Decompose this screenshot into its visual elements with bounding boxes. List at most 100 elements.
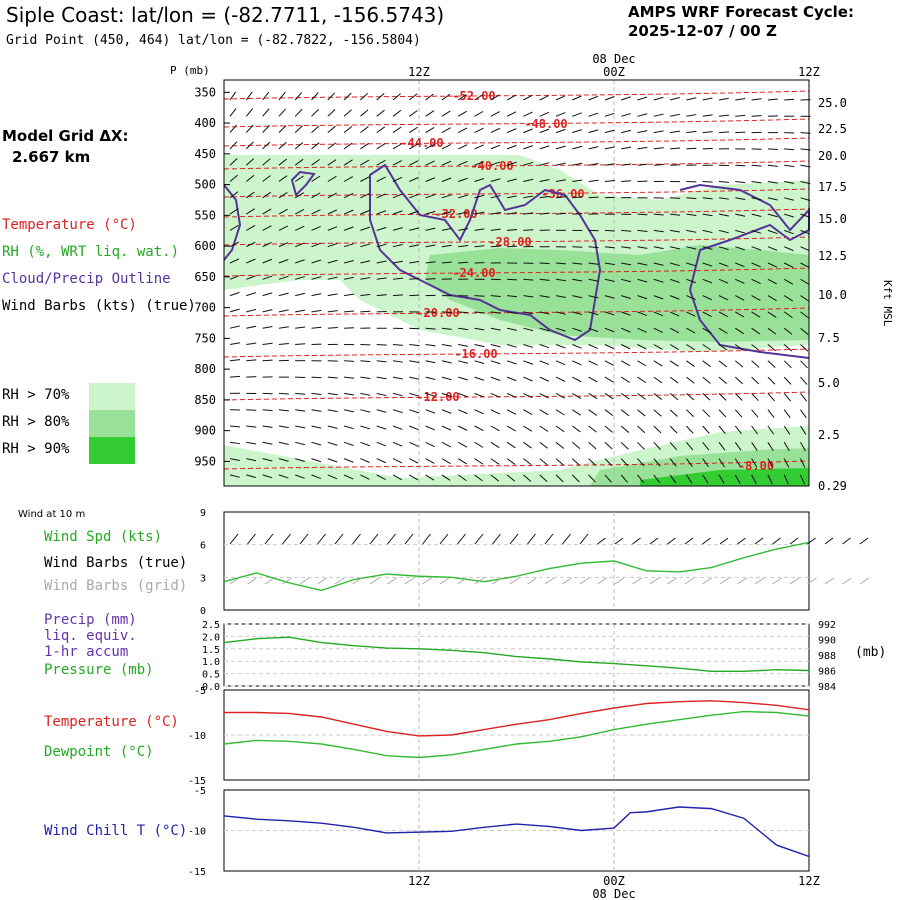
wind-barb bbox=[294, 175, 304, 182]
wind-barb bbox=[294, 225, 305, 231]
wind-barb bbox=[490, 228, 501, 231]
wind-barb bbox=[620, 474, 629, 483]
wind-barb-grid bbox=[474, 577, 485, 585]
wind-barb bbox=[311, 209, 321, 215]
wind-barb bbox=[392, 344, 404, 346]
wind-barb bbox=[441, 261, 452, 264]
wind-barb bbox=[686, 311, 696, 317]
wind-barb bbox=[441, 244, 452, 248]
wind-barb-grid bbox=[387, 577, 397, 585]
wind-barb bbox=[621, 262, 632, 266]
wind-barb bbox=[718, 131, 730, 134]
wind-barb bbox=[637, 246, 648, 249]
wind-barb bbox=[262, 474, 273, 479]
pressure-tick-label: 990 bbox=[818, 636, 836, 647]
wind-barb bbox=[523, 376, 533, 382]
wind-barb bbox=[245, 141, 254, 150]
wind-tick-label: 3 bbox=[200, 573, 206, 584]
wind-barb bbox=[246, 191, 255, 199]
wind-barb bbox=[311, 409, 322, 412]
wind-barb bbox=[637, 130, 648, 134]
wind-barb bbox=[702, 213, 713, 217]
wind-barb bbox=[490, 94, 500, 101]
isotherm-line bbox=[223, 348, 810, 358]
wind-barb bbox=[344, 376, 355, 379]
wind-barb bbox=[620, 441, 629, 450]
wind-barb bbox=[539, 145, 550, 150]
wind-barb bbox=[669, 376, 679, 384]
wind-barb bbox=[246, 425, 257, 428]
wind-barb-true bbox=[492, 533, 501, 545]
height-tick-label: 15.0 bbox=[818, 212, 847, 226]
wind-barb bbox=[278, 175, 288, 182]
wind-barb bbox=[229, 158, 238, 166]
wind-barb bbox=[653, 295, 664, 300]
wind-barb bbox=[441, 327, 452, 330]
wind-barb bbox=[229, 325, 240, 329]
wind-barb bbox=[572, 360, 582, 366]
wind-barb bbox=[523, 425, 533, 432]
wind-barb bbox=[702, 327, 712, 334]
wind-barb bbox=[409, 392, 420, 397]
wind-barb-grid bbox=[282, 577, 292, 585]
wind-barb bbox=[702, 114, 713, 117]
wind-barb bbox=[507, 228, 518, 231]
wind-barb-true bbox=[772, 537, 781, 545]
wind-barb bbox=[229, 375, 241, 378]
wind-barb bbox=[474, 311, 485, 314]
precip-tick-label: 0.0 bbox=[202, 682, 220, 693]
wind-barb bbox=[376, 458, 387, 464]
wind-barb bbox=[409, 327, 420, 330]
wind-barb bbox=[621, 229, 632, 232]
wind-barb bbox=[474, 327, 485, 331]
wind-barb bbox=[800, 344, 809, 352]
wind-barb bbox=[718, 278, 729, 284]
wind-barb bbox=[409, 409, 419, 414]
wind-barb bbox=[474, 360, 485, 364]
wind-barb bbox=[604, 409, 614, 417]
wind-barb bbox=[311, 392, 322, 396]
wind-barb bbox=[441, 409, 452, 414]
wind-barb bbox=[751, 327, 761, 335]
wind-barb bbox=[653, 147, 664, 150]
wind-barb bbox=[539, 425, 549, 432]
wind-barb bbox=[735, 311, 745, 318]
wind-barb bbox=[686, 114, 697, 117]
wind-barb bbox=[229, 441, 240, 445]
wind-barb bbox=[278, 125, 287, 133]
wind-barb bbox=[506, 360, 517, 365]
wind-barb bbox=[458, 228, 469, 231]
wind-barb bbox=[669, 474, 677, 484]
wind-barb bbox=[555, 409, 565, 416]
wind-barb bbox=[604, 376, 614, 383]
wind-barb bbox=[458, 409, 468, 415]
wind-barb bbox=[327, 327, 338, 329]
isotherm-line bbox=[223, 391, 810, 401]
wind-barb bbox=[278, 108, 287, 117]
wind-barb bbox=[571, 458, 581, 466]
wind-barb bbox=[686, 344, 696, 351]
legend-liq-equiv: liq. equiv. bbox=[44, 628, 137, 644]
wind-barb-grid bbox=[562, 577, 572, 585]
wind-barb bbox=[425, 110, 435, 117]
wind-barb bbox=[278, 292, 289, 297]
wind-barb bbox=[360, 474, 370, 480]
wind-barb bbox=[718, 474, 725, 484]
wind-barb bbox=[409, 227, 420, 231]
forecast-cycle-label: AMPS WRF Forecast Cycle: bbox=[628, 3, 854, 21]
wind-barb bbox=[539, 311, 550, 315]
wind-barb bbox=[539, 409, 549, 416]
wind-barb bbox=[311, 92, 319, 101]
wind-barb bbox=[474, 344, 485, 348]
wind-barb bbox=[669, 311, 680, 317]
wind-barb bbox=[621, 311, 631, 316]
wind-barb bbox=[295, 309, 306, 313]
wind-barb bbox=[474, 228, 485, 231]
wind-barb bbox=[278, 91, 286, 101]
wind-barb bbox=[572, 425, 581, 433]
wind-barb bbox=[229, 91, 237, 101]
isotherm-label: -12.00 bbox=[416, 390, 459, 404]
wind-barb bbox=[343, 92, 352, 101]
wind-barb bbox=[229, 275, 240, 280]
bottom-time-label: 12Z bbox=[798, 874, 820, 888]
